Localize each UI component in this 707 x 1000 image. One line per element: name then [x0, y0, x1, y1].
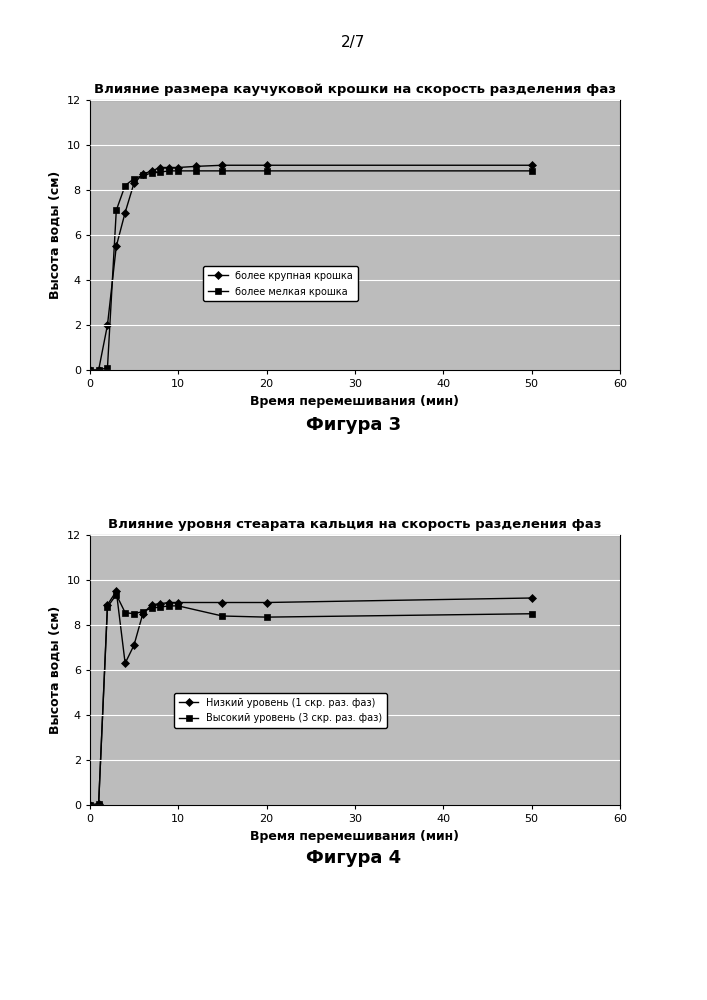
более крупная крошка [95, 364, 103, 376]
Y-axis label: Высота воды (см): Высота воды (см) [48, 171, 61, 299]
Низкий уровень (1 скр. раз. фаз) [139, 608, 147, 620]
более крупная крошка [121, 207, 129, 219]
более мелкая крошка [130, 173, 139, 185]
Низкий уровень (1 скр. раз. фаз) [95, 798, 103, 810]
более мелкая крошка [147, 167, 156, 179]
более мелкая крошка [262, 165, 271, 177]
Низкий уровень (1 скр. раз. фаз) [165, 596, 174, 608]
Низкий уровень (1 скр. раз. фаз) [174, 596, 182, 608]
Title: Влияние уровня стеарата кальция на скорость разделения фаз: Влияние уровня стеарата кальция на скоро… [108, 518, 602, 531]
Низкий уровень (1 скр. раз. фаз) [86, 799, 94, 811]
Высокий уровень (3 скр. раз. фаз) [147, 602, 156, 614]
более мелкая крошка [174, 165, 182, 177]
более мелкая крошка [156, 166, 165, 178]
более мелкая крошка [165, 165, 174, 177]
Низкий уровень (1 скр. раз. фаз) [112, 585, 120, 597]
Text: 2/7: 2/7 [341, 35, 366, 50]
Высокий уровень (3 скр. раз. фаз) [95, 798, 103, 810]
Y-axis label: Высота воды (см): Высота воды (см) [48, 606, 61, 734]
более крупная крошка [139, 168, 147, 180]
Низкий уровень (1 скр. раз. фаз) [156, 598, 165, 610]
Title: Влияние размера каучуковой крошки на скорость разделения фаз: Влияние размера каучуковой крошки на ско… [94, 83, 616, 96]
более крупная крошка [130, 177, 139, 189]
Legend: более крупная крошка, более мелкая крошка: более крупная крошка, более мелкая крошк… [204, 266, 358, 301]
более крупная крошка [192, 160, 200, 172]
X-axis label: Время перемешивания (мин): Время перемешивания (мин) [250, 395, 460, 408]
Низкий уровень (1 скр. раз. фаз) [130, 639, 139, 651]
Низкий уровень (1 скр. раз. фаз) [218, 596, 226, 608]
более крупная крошка [112, 240, 120, 252]
Line: Низкий уровень (1 скр. раз. фаз): Низкий уровень (1 скр. раз. фаз) [87, 588, 534, 808]
более мелкая крошка [103, 362, 112, 374]
Высокий уровень (3 скр. раз. фаз) [262, 611, 271, 623]
Высокий уровень (3 скр. раз. фаз) [130, 608, 139, 620]
Line: более мелкая крошка: более мелкая крошка [87, 168, 534, 373]
более крупная крошка [174, 161, 182, 174]
более крупная крошка [147, 165, 156, 177]
более крупная крошка [156, 161, 165, 174]
более мелкая крошка [218, 165, 226, 177]
более мелкая крошка [139, 169, 147, 181]
Высокий уровень (3 скр. раз. фаз) [103, 601, 112, 613]
более крупная крошка [262, 159, 271, 171]
Высокий уровень (3 скр. раз. фаз) [139, 605, 147, 617]
Legend: Низкий уровень (1 скр. раз. фаз), Высокий уровень (3 скр. раз. фаз): Низкий уровень (1 скр. раз. фаз), Высоки… [174, 693, 387, 728]
Низкий уровень (1 скр. раз. фаз) [262, 596, 271, 608]
более мелкая крошка [95, 364, 103, 376]
Text: Фигура 3: Фигура 3 [306, 416, 401, 434]
Line: Высокий уровень (3 скр. раз. фаз): Высокий уровень (3 скр. раз. фаз) [87, 592, 534, 808]
Высокий уровень (3 скр. раз. фаз) [112, 589, 120, 601]
более мелкая крошка [112, 204, 120, 216]
более крупная крошка [86, 364, 94, 376]
более крупная крошка [165, 161, 174, 174]
Высокий уровень (3 скр. раз. фаз) [121, 607, 129, 619]
X-axis label: Время перемешивания (мин): Время перемешивания (мин) [250, 830, 460, 843]
Низкий уровень (1 скр. раз. фаз) [103, 599, 112, 611]
более крупная крошка [527, 159, 536, 171]
Низкий уровень (1 скр. раз. фаз) [147, 599, 156, 611]
Высокий уровень (3 скр. раз. фаз) [218, 610, 226, 622]
Высокий уровень (3 скр. раз. фаз) [165, 600, 174, 612]
Высокий уровень (3 скр. раз. фаз) [156, 601, 165, 613]
более мелкая крошка [86, 364, 94, 376]
более мелкая крошка [121, 180, 129, 192]
более крупная крошка [103, 319, 112, 331]
Низкий уровень (1 скр. раз. фаз) [527, 592, 536, 604]
Низкий уровень (1 скр. раз. фаз) [121, 657, 129, 669]
более мелкая крошка [527, 165, 536, 177]
более крупная крошка [218, 159, 226, 171]
Line: более крупная крошка: более крупная крошка [87, 162, 534, 373]
Высокий уровень (3 скр. раз. фаз) [174, 600, 182, 612]
Высокий уровень (3 скр. раз. фаз) [86, 799, 94, 811]
Text: Фигура 4: Фигура 4 [306, 849, 401, 867]
более мелкая крошка [192, 165, 200, 177]
Высокий уровень (3 скр. раз. фаз) [527, 608, 536, 620]
